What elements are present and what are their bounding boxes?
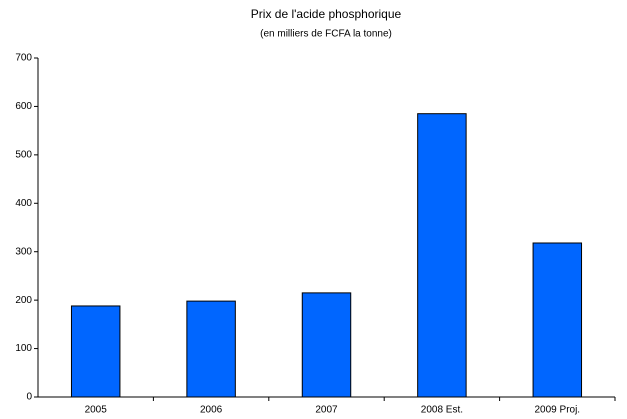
x-tick-label: 2009 Proj. (535, 405, 581, 416)
x-tick-label: 2008 Est. (421, 405, 463, 416)
y-tick-label: 200 (15, 295, 32, 306)
y-tick-label: 0 (26, 392, 32, 403)
x-tick-label: 2006 (200, 405, 223, 416)
y-tick-label: 500 (15, 149, 32, 160)
x-tick-label: 2005 (85, 405, 108, 416)
bar (301, 292, 352, 398)
bar (186, 300, 236, 398)
y-tick-label: 600 (15, 101, 32, 112)
y-tick-label: 400 (15, 198, 32, 209)
chart-title: Prix de l'acide phosphorique (251, 7, 402, 21)
y-tick-label: 300 (15, 246, 32, 257)
bar (532, 242, 583, 398)
y-tick-label: 700 (15, 53, 32, 64)
chart-subtitle: (en milliers de FCFA la tonne) (260, 29, 392, 40)
bar (417, 113, 467, 398)
y-tick-label: 100 (15, 343, 32, 354)
x-tick-label: 2007 (315, 405, 338, 416)
bar (70, 305, 121, 398)
